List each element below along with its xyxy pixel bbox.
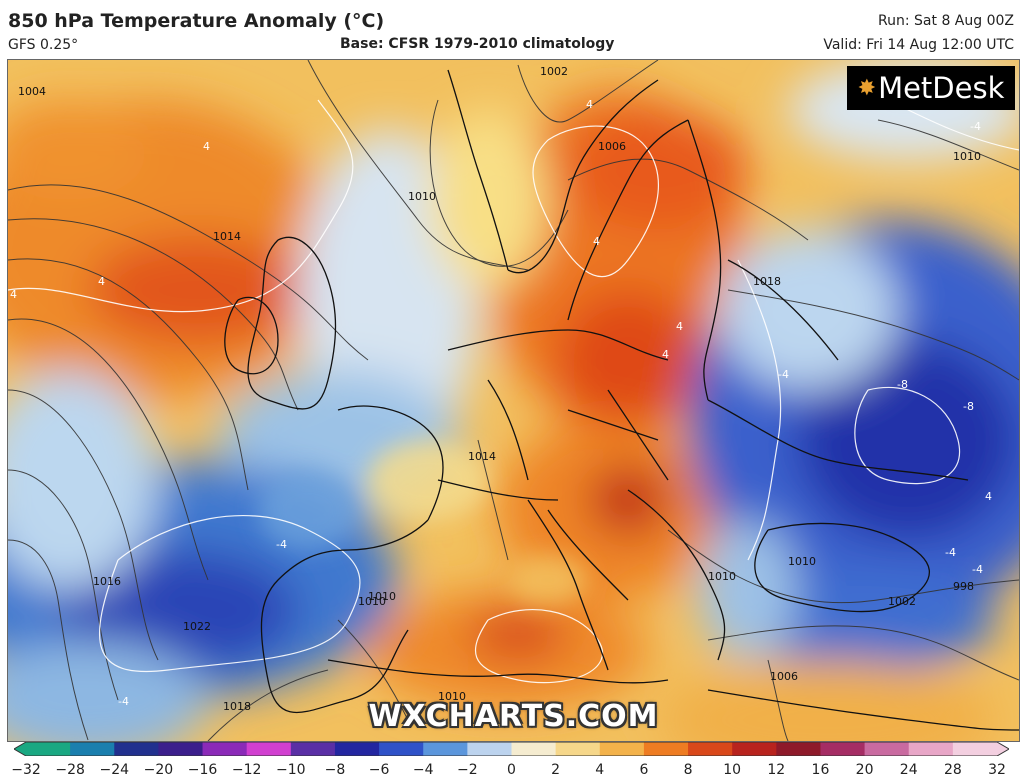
anomaly-label: -8: [897, 378, 908, 391]
colorbar-tick-label: −24: [99, 762, 130, 778]
colorbar-tick-label: −8: [324, 762, 346, 778]
anomaly-label-group: 4 4 4 4 4 4 4 -4 -4 -4 -4 -8 -8 4 -4 -4: [10, 98, 992, 708]
coastlines: [224, 69, 1019, 731]
isobar-label: 1010: [438, 690, 466, 703]
isobar-label: 1010: [708, 570, 736, 583]
metdesk-logo: ✸ MetDesk: [847, 66, 1015, 110]
colorbar-segment: [70, 742, 115, 756]
colorbar-tick-label: 28: [943, 762, 962, 778]
anomaly-label: -4: [970, 120, 981, 133]
colorbar-segment: [732, 742, 777, 756]
anomaly-label: -4: [945, 546, 956, 559]
colorbar-segment: [158, 742, 204, 756]
anomaly-label: 4: [676, 320, 683, 333]
metdesk-star-icon: ✸: [857, 75, 877, 101]
isobar-label: 1022: [183, 620, 211, 633]
colorbar-tick-label: 6: [639, 762, 649, 778]
map-canvas: 1014 1010 1006 1004 1002 1018 1010 1016 …: [8, 60, 1019, 741]
colorbar-segment: [334, 742, 380, 756]
isobar-label: 1010: [368, 590, 396, 603]
isobar-label: 1006: [770, 670, 798, 683]
isobar-label: 1010: [408, 190, 436, 203]
anomaly-label: 4: [10, 288, 17, 301]
anomaly-label: 4: [586, 98, 593, 111]
anomaly-label: -8: [963, 400, 974, 413]
colorbar-segment: [952, 742, 998, 756]
colorbar-segment: [423, 742, 468, 756]
colorbar-segment: [599, 742, 645, 756]
colorbar-segment: [908, 742, 954, 756]
colorbar-tick-label: −10: [276, 762, 306, 778]
colorbar-segment: [820, 742, 866, 756]
isobar-label: 1002: [540, 65, 568, 78]
colorbar-tick-label: 4: [595, 762, 605, 778]
isobar-label: 1018: [753, 275, 781, 288]
anomaly-label: 4: [985, 490, 992, 503]
colorbar-tick-label: 8: [683, 762, 693, 778]
colorbar-ticks: −32 −28 −24 −20 −16 −12 −10 −8 −6 −4 −2 0 2 4 6 8 10 12 16…: [0, 762, 1024, 782]
anomaly-label: 4: [203, 140, 210, 153]
colorbar-segment: [688, 742, 733, 756]
colorbar-min-arrow: [14, 742, 26, 756]
anomaly-label: 4: [662, 348, 669, 361]
anomaly-label: 4: [593, 235, 600, 248]
isobar-label: 1006: [598, 140, 626, 153]
isobar-label-group: 1014 1010 1006 1004 1002 1018 1010 1016 …: [18, 65, 981, 713]
climatology-base-label: Base: CFSR 1979-2010 climatology: [340, 36, 615, 52]
colorbar-segment: [511, 742, 557, 756]
colorbar-segment: [467, 742, 513, 756]
isobars: [8, 60, 1019, 741]
colorbar-tick-label: −28: [55, 762, 85, 778]
colorbar-tick-label: −12: [231, 762, 262, 778]
isobar-label: 998: [953, 580, 974, 593]
isobar-label: 1010: [788, 555, 816, 568]
anomaly-label: -4: [276, 538, 287, 551]
colorbar-segment: [379, 742, 424, 756]
colorbar-segment: [555, 742, 601, 756]
anomaly-label: -4: [778, 368, 789, 381]
colorbar-segment: [776, 742, 822, 756]
anomaly-map[interactable]: 1014 1010 1006 1004 1002 1018 1010 1016 …: [7, 59, 1020, 742]
colorbar-tick-label: 20: [855, 762, 874, 778]
isobar-label: 1004: [18, 85, 46, 98]
colorbar-segment: [202, 742, 248, 756]
colorbar-tick-label: −32: [11, 762, 41, 778]
colorbar-tick-label: 0: [507, 762, 516, 778]
isobar-label: 1014: [468, 450, 496, 463]
colorbar-segment: [246, 742, 292, 756]
chart-title: 850 hPa Temperature Anomaly (°C): [8, 10, 385, 32]
logo-text: MetDesk: [878, 71, 1005, 105]
colorbar: [14, 742, 1009, 756]
valid-time-label: Valid: Fri 14 Aug 12:00 UTC: [823, 37, 1014, 53]
isobar-label: 1018: [223, 700, 251, 713]
colorbar-tick-label: −2: [457, 762, 478, 778]
colorbar-tick-label: −16: [187, 762, 218, 778]
anomaly-label: -4: [118, 695, 129, 708]
colorbar-tick-label: 16: [811, 762, 830, 778]
colorbar-tick-label: −4: [412, 762, 434, 778]
wxcharts-watermark: WXCHARTS.COM: [368, 699, 659, 734]
isobar-label: 1014: [213, 230, 241, 243]
colorbar-tick-label: 24: [899, 762, 918, 778]
colorbar-tick-label: −20: [143, 762, 174, 778]
anomaly-label: 4: [98, 275, 105, 288]
isobar-label: 1002: [888, 595, 916, 608]
isobar-label: 1010: [358, 595, 386, 608]
colorbar-tick-label: 2: [551, 762, 561, 778]
colorbar-tick-label: −6: [368, 762, 390, 778]
colorbar-segment: [114, 742, 160, 756]
anomaly-label: -4: [972, 563, 983, 576]
colorbar-tick-label: 32: [988, 762, 1006, 778]
colorbar-segment: [26, 742, 71, 756]
colorbar-max-arrow: [997, 742, 1009, 756]
colorbar-segment: [643, 742, 689, 756]
model-label: GFS 0.25°: [8, 37, 79, 53]
colorbar-tick-label: 10: [723, 762, 742, 778]
isobar-label: 1016: [93, 575, 121, 588]
colorbar-segment: [864, 742, 910, 756]
isobar-label: 1010: [953, 150, 981, 163]
colorbar-tick-label: 12: [767, 762, 786, 778]
colorbar-segment: [290, 742, 336, 756]
run-time-label: Run: Sat 8 Aug 00Z: [878, 13, 1014, 29]
